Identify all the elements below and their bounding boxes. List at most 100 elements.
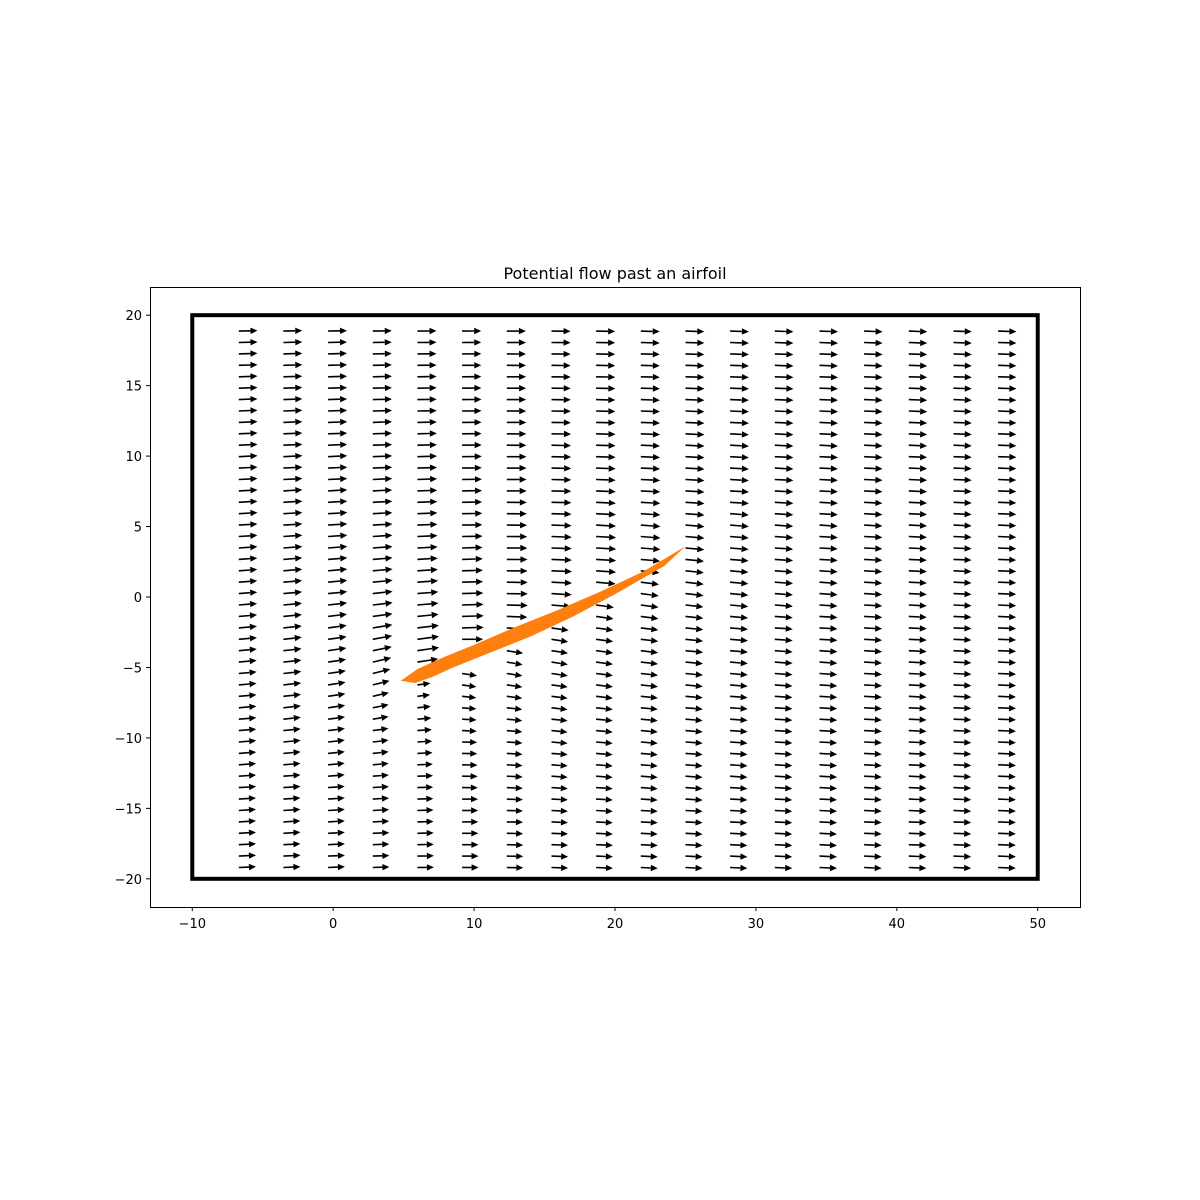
flow-arrow <box>730 339 749 347</box>
flow-arrow <box>640 499 661 507</box>
flow-arrow <box>506 841 524 849</box>
flow-arrow <box>506 453 527 460</box>
flow-arrow <box>238 464 258 471</box>
flow-arrow <box>417 703 431 711</box>
flow-arrow <box>640 739 658 746</box>
flow-arrow <box>506 807 523 814</box>
flow-arrow <box>372 622 393 629</box>
flow-arrow <box>417 441 437 449</box>
flow-arrow <box>953 385 972 392</box>
x-tick-label: 50 <box>1029 917 1046 932</box>
flow-arrow <box>998 807 1016 815</box>
flow-arrow <box>506 818 523 826</box>
flow-arrow <box>908 579 927 586</box>
flow-arrow <box>372 373 392 380</box>
flow-arrow <box>998 465 1017 472</box>
flow-arrow <box>372 487 393 494</box>
flow-arrow <box>774 499 794 507</box>
flow-arrow <box>327 668 346 675</box>
flow-arrow <box>506 522 528 529</box>
flow-arrow <box>730 419 749 427</box>
flow-arrow <box>596 739 613 746</box>
flow-arrow <box>283 714 301 722</box>
flow-arrow <box>328 521 348 528</box>
flow-arrow <box>998 773 1016 780</box>
flow-arrow <box>461 682 477 690</box>
flow-arrow <box>774 339 794 347</box>
flow-arrow <box>328 361 348 369</box>
flow-arrow <box>774 750 793 758</box>
flow-arrow <box>595 603 614 610</box>
flow-arrow <box>864 465 883 472</box>
flow-arrow <box>819 864 837 872</box>
flow-arrow <box>327 645 347 653</box>
flow-arrow <box>774 728 793 735</box>
flow-arrow <box>908 682 927 689</box>
flow-arrow <box>417 656 439 664</box>
flow-arrow <box>998 830 1016 837</box>
flow-arrow <box>551 864 569 871</box>
flow-arrow <box>774 602 793 609</box>
flow-arrow <box>953 522 972 529</box>
flow-arrow <box>953 488 972 495</box>
flow-arrow <box>640 648 659 656</box>
flow-arrow <box>551 705 568 712</box>
flow-arrow <box>462 441 482 449</box>
flow-arrow <box>372 566 393 573</box>
flow-arrow <box>238 532 258 539</box>
flow-arrow <box>238 829 256 836</box>
flow-arrow <box>685 477 705 484</box>
flow-arrow <box>819 796 837 803</box>
flow-arrow <box>328 611 347 619</box>
flow-arrow <box>417 864 434 871</box>
flow-arrow <box>417 749 433 757</box>
flow-arrow <box>730 694 748 701</box>
flow-arrow <box>238 430 258 437</box>
flow-arrow <box>596 557 617 564</box>
flow-arrow <box>774 591 793 598</box>
flow-arrow <box>685 522 705 530</box>
flow-arrow <box>238 350 258 357</box>
flow-arrow <box>998 579 1017 586</box>
flow-arrow <box>908 373 928 381</box>
flow-arrow <box>864 568 883 575</box>
flow-arrow <box>462 464 482 472</box>
flow-arrow <box>596 534 617 541</box>
flow-arrow <box>640 728 658 735</box>
flow-arrow <box>819 454 838 461</box>
flow-arrow <box>596 431 616 438</box>
flow-arrow <box>685 546 705 553</box>
flow-arrow <box>998 442 1017 449</box>
flow-arrow <box>685 796 703 803</box>
flow-arrow <box>774 408 794 415</box>
flow-arrow <box>238 772 257 779</box>
flow-arrow <box>819 362 838 369</box>
flow-arrow <box>730 442 749 449</box>
flow-arrow <box>417 738 433 745</box>
flow-arrow <box>327 703 346 710</box>
flow-arrow <box>596 807 613 815</box>
flow-arrow <box>327 714 345 721</box>
flow-arrow <box>417 327 437 335</box>
flow-arrow <box>864 762 882 769</box>
flow-arrow <box>864 807 882 815</box>
flow-arrow <box>640 522 661 530</box>
flow-arrow <box>283 600 302 608</box>
flow-arrow <box>372 864 390 871</box>
flow-arrow <box>730 465 749 472</box>
flow-arrow <box>998 625 1017 632</box>
flow-arrow <box>327 680 346 687</box>
flow-arrow <box>953 784 972 792</box>
flow-arrow <box>998 693 1016 700</box>
flow-arrow <box>283 841 301 848</box>
flow-arrow <box>908 556 927 564</box>
flow-arrow <box>819 750 838 758</box>
flow-arrow <box>506 350 526 358</box>
flow-arrow <box>238 441 258 448</box>
flow-arrow <box>774 557 794 564</box>
flow-arrow <box>819 636 838 644</box>
flow-arrow <box>283 634 302 642</box>
flow-arrow <box>551 442 571 449</box>
flow-arrow <box>283 452 303 460</box>
plot-area-frame <box>150 287 1081 908</box>
